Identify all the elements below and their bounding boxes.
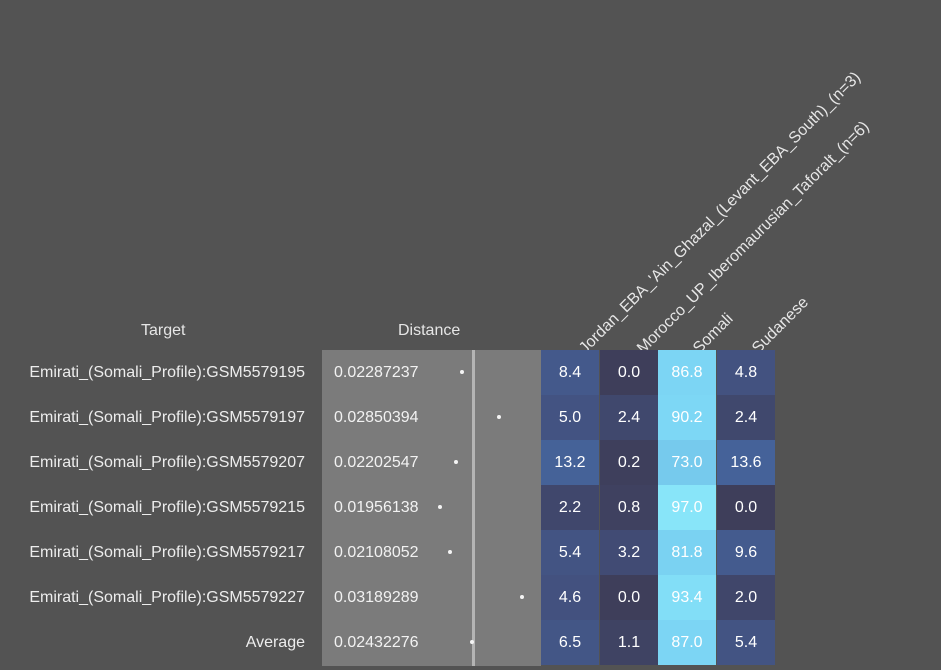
distance-value: 0.02432276 [334, 634, 419, 651]
heatmap-cell: 90.2 [658, 395, 716, 440]
heatmap-cell: 6.5 [541, 620, 599, 665]
target-label: Emirati_(Somali_Profile):GSM5579197 [29, 409, 305, 426]
heatmap-cell: 0.0 [717, 485, 775, 530]
distance-value: 0.02202547 [334, 454, 419, 471]
target-label: Emirati_(Somali_Profile):GSM5579217 [29, 544, 305, 561]
target-label: Emirati_(Somali_Profile):GSM5579207 [29, 454, 305, 471]
heatmap-cell: 5.4 [541, 530, 599, 575]
heatmap-cell: 13.6 [717, 440, 775, 485]
distance-value: 0.02108052 [334, 544, 419, 561]
target-label: Emirati_(Somali_Profile):GSM5579195 [29, 364, 305, 381]
distance-dot [454, 460, 458, 464]
distance-panel [322, 350, 541, 666]
heatmap-cell: 81.8 [658, 530, 716, 575]
heatmap-cell: 13.2 [541, 440, 599, 485]
column-header: Sudanese [749, 294, 812, 358]
distance-value: 0.03189289 [334, 589, 419, 606]
heatmap-cell: 2.4 [717, 395, 775, 440]
distance-value: 0.02850394 [334, 409, 419, 426]
heatmap-cell: 0.0 [600, 575, 658, 620]
heatmap-cell: 5.4 [717, 620, 775, 665]
heatmap-cell: 4.8 [717, 350, 775, 395]
average-row-label: Average [245, 634, 305, 651]
average-distance-line [472, 350, 475, 666]
heatmap-cell: 97.0 [658, 485, 716, 530]
heatmap-cell: 1.1 [600, 620, 658, 665]
distance-header: Distance [398, 322, 461, 339]
target-label: Emirati_(Somali_Profile):GSM5579215 [29, 499, 305, 516]
target-header: Target [141, 322, 186, 339]
heatmap-cell: 0.0 [600, 350, 658, 395]
heatmap-cell: 8.4 [541, 350, 599, 395]
heatmap-cell: 86.8 [658, 350, 716, 395]
heatmap-cell: 0.8 [600, 485, 658, 530]
column-header: Morocco_UP_Iberomaurusian_Taforalt_(n=6) [634, 118, 873, 358]
distance-dot [520, 595, 524, 599]
heatmap-cell: 3.2 [600, 530, 658, 575]
heatmap-cell: 2.2 [541, 485, 599, 530]
heatmap-cell: 2.0 [717, 575, 775, 620]
target-label: Emirati_(Somali_Profile):GSM5579227 [29, 589, 305, 606]
distance-dot [470, 640, 474, 644]
distance-value: 0.01956138 [334, 499, 419, 516]
distance-dot [448, 550, 452, 554]
heatmap-cell: 0.2 [600, 440, 658, 485]
heatmap-cell: 9.6 [717, 530, 775, 575]
heatmap-cell: 87.0 [658, 620, 716, 665]
heatmap-cell: 73.0 [658, 440, 716, 485]
heatmap-cell: 5.0 [541, 395, 599, 440]
distance-value: 0.02287237 [334, 364, 419, 381]
heatmap-cell: 2.4 [600, 395, 658, 440]
distance-dot [497, 415, 501, 419]
heatmap-cell: 4.6 [541, 575, 599, 620]
distance-dot [438, 505, 442, 509]
heatmap-cell: 93.4 [658, 575, 716, 620]
distance-dot [460, 370, 464, 374]
